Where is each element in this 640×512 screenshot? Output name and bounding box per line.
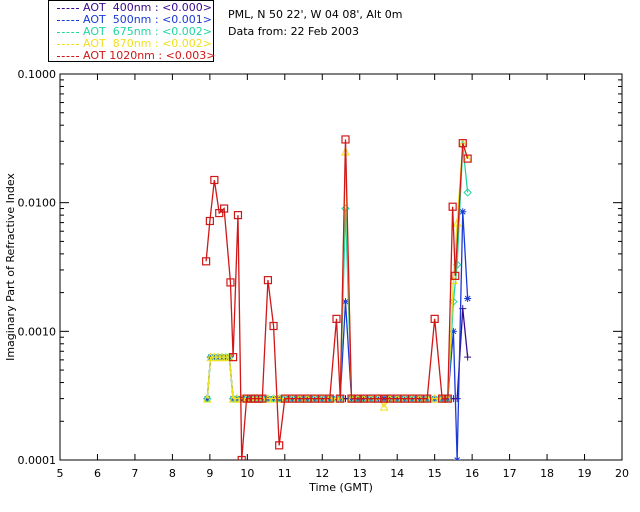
y-tick-label: 0.0010 <box>18 325 57 338</box>
data-point <box>341 298 349 306</box>
data-point <box>232 393 242 403</box>
data-point <box>449 275 458 285</box>
legend-item: AOT 400nm : <0.000> <box>53 2 212 50</box>
data-point <box>448 202 457 211</box>
data-point <box>438 394 447 403</box>
data-point <box>379 394 389 403</box>
data-point <box>210 175 219 185</box>
data-point <box>464 294 472 302</box>
legend-swatch <box>57 20 79 21</box>
data-point <box>451 271 460 280</box>
x-tick-label: 15 <box>428 467 442 480</box>
x-tick-label: 7 <box>131 467 138 480</box>
legend-swatch <box>57 56 79 57</box>
data-point <box>220 204 229 213</box>
legend-swatch <box>57 32 79 33</box>
x-tick-label: 11 <box>278 467 292 480</box>
data-point <box>228 353 238 362</box>
data-point <box>215 208 224 218</box>
data-point <box>332 314 341 323</box>
legend-swatch <box>57 44 79 45</box>
x-tick-label: 8 <box>169 467 176 480</box>
data-point <box>430 314 439 323</box>
y-tick-label: 0.1000 <box>18 68 57 81</box>
series-line <box>205 139 469 460</box>
x-tick-label: 20 <box>615 467 629 480</box>
data-point <box>423 394 432 403</box>
series-layer <box>202 135 472 460</box>
x-tick-label: 16 <box>465 467 479 480</box>
y-tick-label: 0.0001 <box>18 454 57 467</box>
location-text: PML, N 50 22', W 04 08', Alt 0m <box>228 8 403 21</box>
x-tick-label: 18 <box>540 467 554 480</box>
legend-swatch <box>57 8 79 9</box>
data-point <box>202 257 211 266</box>
data-point <box>379 401 389 411</box>
y-axis-label: Imaginary Part of Refractive Index <box>4 173 17 361</box>
data-point <box>464 353 472 361</box>
data-point <box>443 394 452 403</box>
x-tick-label: 5 <box>57 467 64 480</box>
data-point <box>453 456 461 460</box>
legend-label: AOT 675nm : <0.002> <box>83 25 213 38</box>
data-point <box>463 188 472 197</box>
data-point <box>341 135 350 144</box>
legend-item: AOT 1020nm : <0.003> <box>53 50 216 98</box>
x-tick-label: 9 <box>206 467 213 480</box>
legend-item: AOT 675nm : <0.002> <box>53 26 212 74</box>
data-point <box>275 441 284 450</box>
data-point <box>233 211 243 220</box>
data-point <box>237 455 246 460</box>
legend-label: AOT 500nm : <0.001> <box>83 13 213 26</box>
data-point <box>353 394 362 403</box>
data-point <box>449 297 458 306</box>
y-tick-label: 0.0100 <box>18 197 57 210</box>
data-point <box>258 394 267 403</box>
axes: 5 6 7 8 9 10 11 12 13 14 15 16 17 18 19 20 0.0001 0.0010 0… <box>4 68 629 494</box>
data-point <box>263 276 273 285</box>
data-point <box>374 394 383 403</box>
data-point <box>269 321 278 331</box>
legend-label: AOT 870nm : <0.002> <box>83 37 213 50</box>
x-tick-label: 19 <box>578 467 592 480</box>
data-point <box>341 204 350 213</box>
data-point <box>242 394 251 403</box>
x-tick-label: 14 <box>390 467 404 480</box>
data-point <box>459 208 467 216</box>
date-text: Data from: 22 Feb 2003 <box>228 25 360 38</box>
x-tick-label: 10 <box>240 467 254 480</box>
data-point <box>430 393 439 403</box>
x-tick-label: 17 <box>503 467 517 480</box>
series-3 <box>202 138 472 411</box>
legend-label: AOT 400nm : <0.000> <box>83 1 213 14</box>
data-point <box>336 394 345 403</box>
data-point <box>458 139 467 148</box>
x-tick-label: 12 <box>315 467 329 480</box>
series-line <box>206 145 469 400</box>
plot-frame <box>59 73 623 461</box>
data-point <box>205 216 214 226</box>
legend: AOT 400nm : <0.000> AOT 500nm : <0.001> … <box>48 0 216 62</box>
series-line <box>206 142 469 408</box>
series-4 <box>202 135 472 460</box>
data-point <box>202 393 212 403</box>
data-point <box>463 154 472 163</box>
x-tick-label: 13 <box>353 467 367 480</box>
legend-label: AOT 1020nm : <0.003> <box>83 49 216 62</box>
data-point <box>325 394 334 403</box>
legend-item: AOT 500nm : <0.001> <box>53 14 212 62</box>
data-point <box>449 327 457 335</box>
legend-item: AOT 870nm : <0.002> <box>53 38 212 86</box>
x-axis-label: Time (GMT) <box>308 481 373 494</box>
x-tick-label: 6 <box>94 467 101 480</box>
data-point <box>226 278 235 287</box>
data-point <box>269 393 278 403</box>
data-point <box>347 394 356 403</box>
